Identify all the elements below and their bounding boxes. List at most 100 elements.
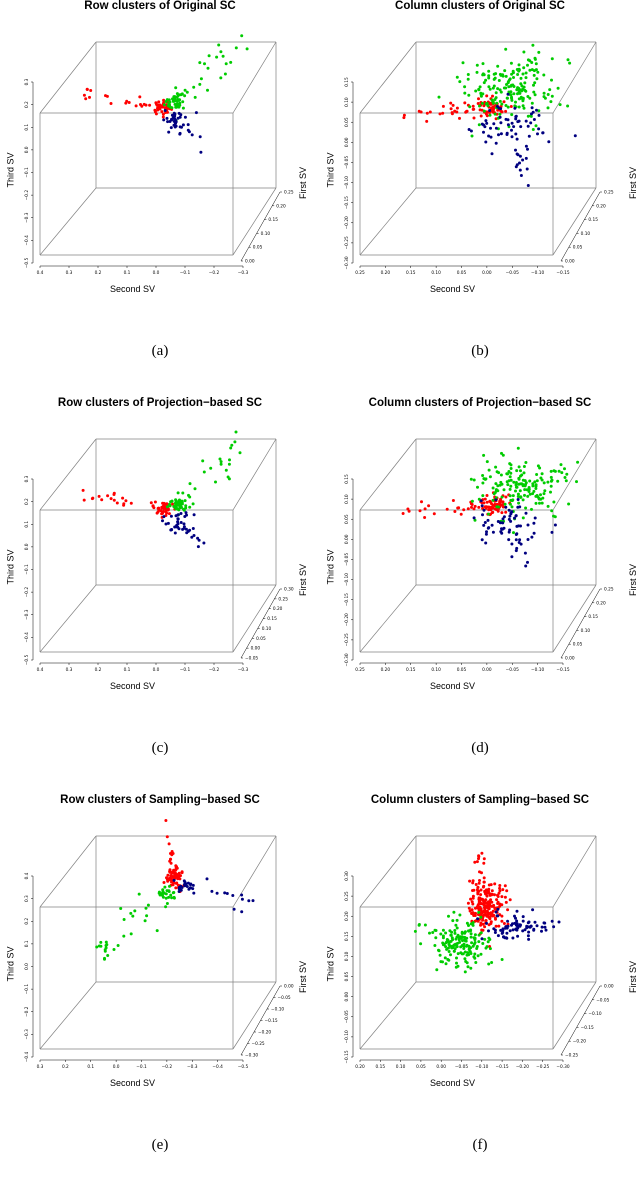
data-point [550, 478, 554, 482]
data-point [518, 161, 521, 165]
data-point [546, 106, 550, 110]
data-point [502, 515, 506, 519]
x-axis-label: Second SV [110, 681, 156, 691]
data-point [223, 891, 227, 895]
data-point [480, 937, 484, 941]
z-tick-label: 0.05 [573, 642, 583, 648]
data-point [482, 857, 486, 861]
data-point [431, 931, 435, 934]
panel-caption: (f) [472, 1137, 488, 1153]
data-point [482, 910, 486, 914]
data-point [468, 879, 472, 883]
data-point [470, 505, 473, 509]
data-point [183, 115, 187, 119]
data-point [510, 542, 514, 546]
data-point [477, 87, 481, 91]
data-point [490, 892, 494, 896]
data-point [480, 101, 484, 105]
data-point [82, 93, 86, 97]
data-points [402, 43, 577, 187]
data-point [442, 942, 446, 946]
data-point [112, 498, 116, 502]
y-tick-label: −0.05 [344, 156, 350, 169]
data-point [165, 876, 168, 880]
box-edge [359, 41, 417, 114]
data-point [142, 102, 146, 106]
data-point [504, 109, 508, 113]
data-point [166, 120, 170, 124]
data-point [487, 505, 491, 509]
data-point [549, 469, 553, 473]
x-tick-label: 0.10 [431, 667, 441, 673]
data-point [455, 961, 458, 965]
data-point [515, 909, 519, 913]
data-point [484, 112, 488, 116]
z-axis-line [560, 191, 601, 262]
data-point [467, 93, 471, 97]
data-point [500, 511, 504, 515]
data-point [517, 465, 521, 469]
box-edge [552, 438, 597, 511]
data-point [506, 919, 510, 923]
data-point [497, 924, 501, 928]
chart-title: Column clusters of Original SC [395, 0, 565, 12]
data-point [519, 482, 522, 486]
data-point [515, 163, 519, 167]
data-point [174, 864, 178, 868]
data-point [401, 512, 405, 515]
data-point [540, 472, 544, 476]
data-point [514, 916, 517, 920]
x-tick-label: −0.15 [556, 270, 569, 276]
y-tick-label: −0.2 [24, 587, 30, 598]
data-point [535, 108, 538, 112]
data-point [493, 112, 497, 116]
axes [351, 81, 602, 268]
data-point [499, 121, 503, 125]
data-point [497, 106, 501, 110]
z-tick-label: 0.10 [581, 628, 591, 634]
data-point [137, 892, 141, 896]
data-point [247, 899, 251, 903]
data-point [482, 901, 485, 905]
data-point [455, 926, 459, 930]
data-point [470, 908, 474, 912]
data-point [516, 73, 520, 76]
data-point [484, 119, 488, 123]
data-point [470, 900, 474, 904]
data-point [469, 932, 473, 936]
data-point [542, 73, 546, 77]
data-point [481, 513, 484, 517]
data-point [536, 70, 540, 74]
data-point [516, 92, 519, 96]
data-point [423, 516, 427, 519]
data-point [490, 961, 494, 964]
data-point [510, 555, 514, 559]
data-point [476, 485, 479, 489]
data-point [498, 884, 502, 887]
data-point [454, 937, 458, 941]
data-point [556, 86, 560, 90]
data-point [169, 852, 172, 855]
data-point [177, 871, 181, 875]
data-point [162, 118, 166, 122]
y-tick-label: 0.1 [24, 124, 30, 131]
data-point [451, 499, 455, 502]
y-axis-label: Third SV [5, 549, 16, 585]
data-point [149, 501, 153, 505]
data-point [449, 933, 453, 937]
cluster-2 [162, 34, 249, 123]
data-point [517, 105, 521, 109]
data-point [504, 104, 508, 107]
data-point [517, 476, 521, 480]
data-point [479, 907, 483, 911]
data-point [471, 944, 475, 948]
data-point [174, 866, 178, 870]
data-point [506, 908, 510, 912]
data-point [163, 507, 167, 510]
data-point [518, 154, 522, 158]
data-point [487, 74, 491, 78]
data-point [529, 114, 533, 118]
data-point [550, 919, 554, 923]
data-point [478, 870, 481, 874]
data-point [533, 480, 537, 484]
